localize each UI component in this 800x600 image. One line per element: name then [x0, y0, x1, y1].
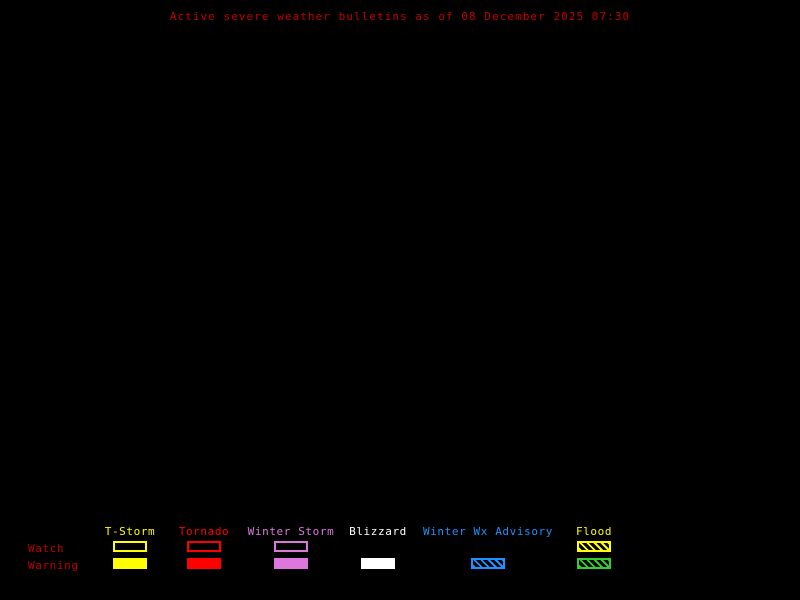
legend-swatch-slot-winter-wx-advisory-warning [420, 555, 556, 572]
legend-column-winter-wx-advisory[interactable]: Winter Wx Advisory [420, 526, 556, 572]
legend-column-header-t-storm: T-Storm [104, 525, 156, 538]
legend-swatch-slot-tornado-watch [178, 538, 230, 555]
legend-swatch-flood-watch [577, 541, 611, 552]
legend-swatch-slot-winter-storm-warning [245, 555, 337, 572]
legend-column-header-tornado: Tornado [178, 525, 230, 538]
page-title: Active severe weather bulletins as of 08… [169, 10, 631, 23]
legend-swatch-slot-blizzard-watch [345, 538, 411, 555]
legend-swatch-slot-t-storm-warning [104, 555, 156, 572]
legend-row-label-warning: Warning [28, 559, 79, 572]
legend-column-header-winter-wx-advisory: Winter Wx Advisory [422, 525, 553, 538]
legend-column-t-storm[interactable]: T-Storm [104, 526, 156, 572]
legend-column-flood[interactable]: Flood [566, 526, 622, 572]
legend-swatch-blizzard-watch [361, 541, 395, 552]
legend-swatch-slot-blizzard-warning [345, 555, 411, 572]
legend-column-header-winter-storm: Winter Storm [247, 525, 335, 538]
legend-column-tornado[interactable]: Tornado [178, 526, 230, 572]
legend-row-label-watch: Watch [28, 542, 65, 555]
legend-swatch-slot-winter-wx-advisory-watch [420, 538, 556, 555]
legend-column-header-blizzard: Blizzard [349, 525, 407, 538]
legend-swatch-slot-tornado-warning [178, 555, 230, 572]
legend-swatch-slot-winter-storm-watch [245, 538, 337, 555]
legend-column-blizzard[interactable]: Blizzard [345, 526, 411, 572]
legend-swatch-winter-storm-watch [274, 541, 308, 552]
legend-swatch-winter-wx-advisory-warning [471, 558, 505, 569]
legend-swatch-flood-warning [577, 558, 611, 569]
legend-swatch-slot-flood-watch [566, 538, 622, 555]
legend-row-labels: Watch Warning [28, 540, 108, 574]
legend-swatch-winter-wx-advisory-watch [471, 541, 505, 552]
legend-swatch-winter-storm-warning [274, 558, 308, 569]
legend-column-winter-storm[interactable]: Winter Storm [245, 526, 337, 572]
map-canvas[interactable] [0, 30, 800, 525]
legend-swatch-slot-t-storm-watch [104, 538, 156, 555]
legend: Watch Warning T-Storm Tornado Winter Storm… [0, 526, 800, 600]
legend-swatch-t-storm-warning [113, 558, 147, 569]
legend-swatch-slot-flood-warning [566, 555, 622, 572]
legend-swatch-tornado-watch [187, 541, 221, 552]
legend-swatch-blizzard-warning [361, 558, 395, 569]
title-bar: Active severe weather bulletins as of 08… [0, 11, 800, 23]
legend-column-header-flood: Flood [575, 525, 613, 538]
legend-swatch-tornado-warning [187, 558, 221, 569]
legend-swatch-t-storm-watch [113, 541, 147, 552]
